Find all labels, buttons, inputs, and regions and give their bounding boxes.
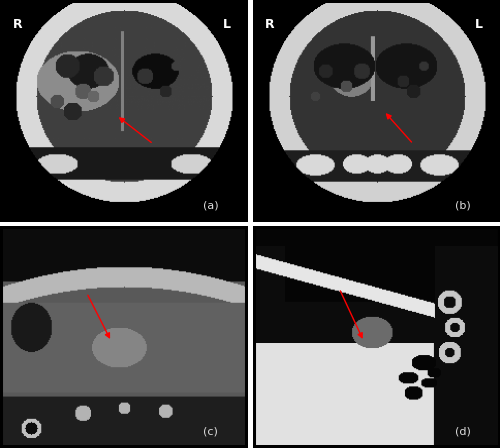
Text: (a): (a) <box>203 201 218 211</box>
Text: L: L <box>223 18 231 31</box>
Text: L: L <box>475 18 483 31</box>
Text: (b): (b) <box>456 201 471 211</box>
Text: R: R <box>12 18 22 31</box>
Text: (d): (d) <box>456 427 471 437</box>
Text: (c): (c) <box>203 427 218 437</box>
Text: R: R <box>265 18 274 31</box>
